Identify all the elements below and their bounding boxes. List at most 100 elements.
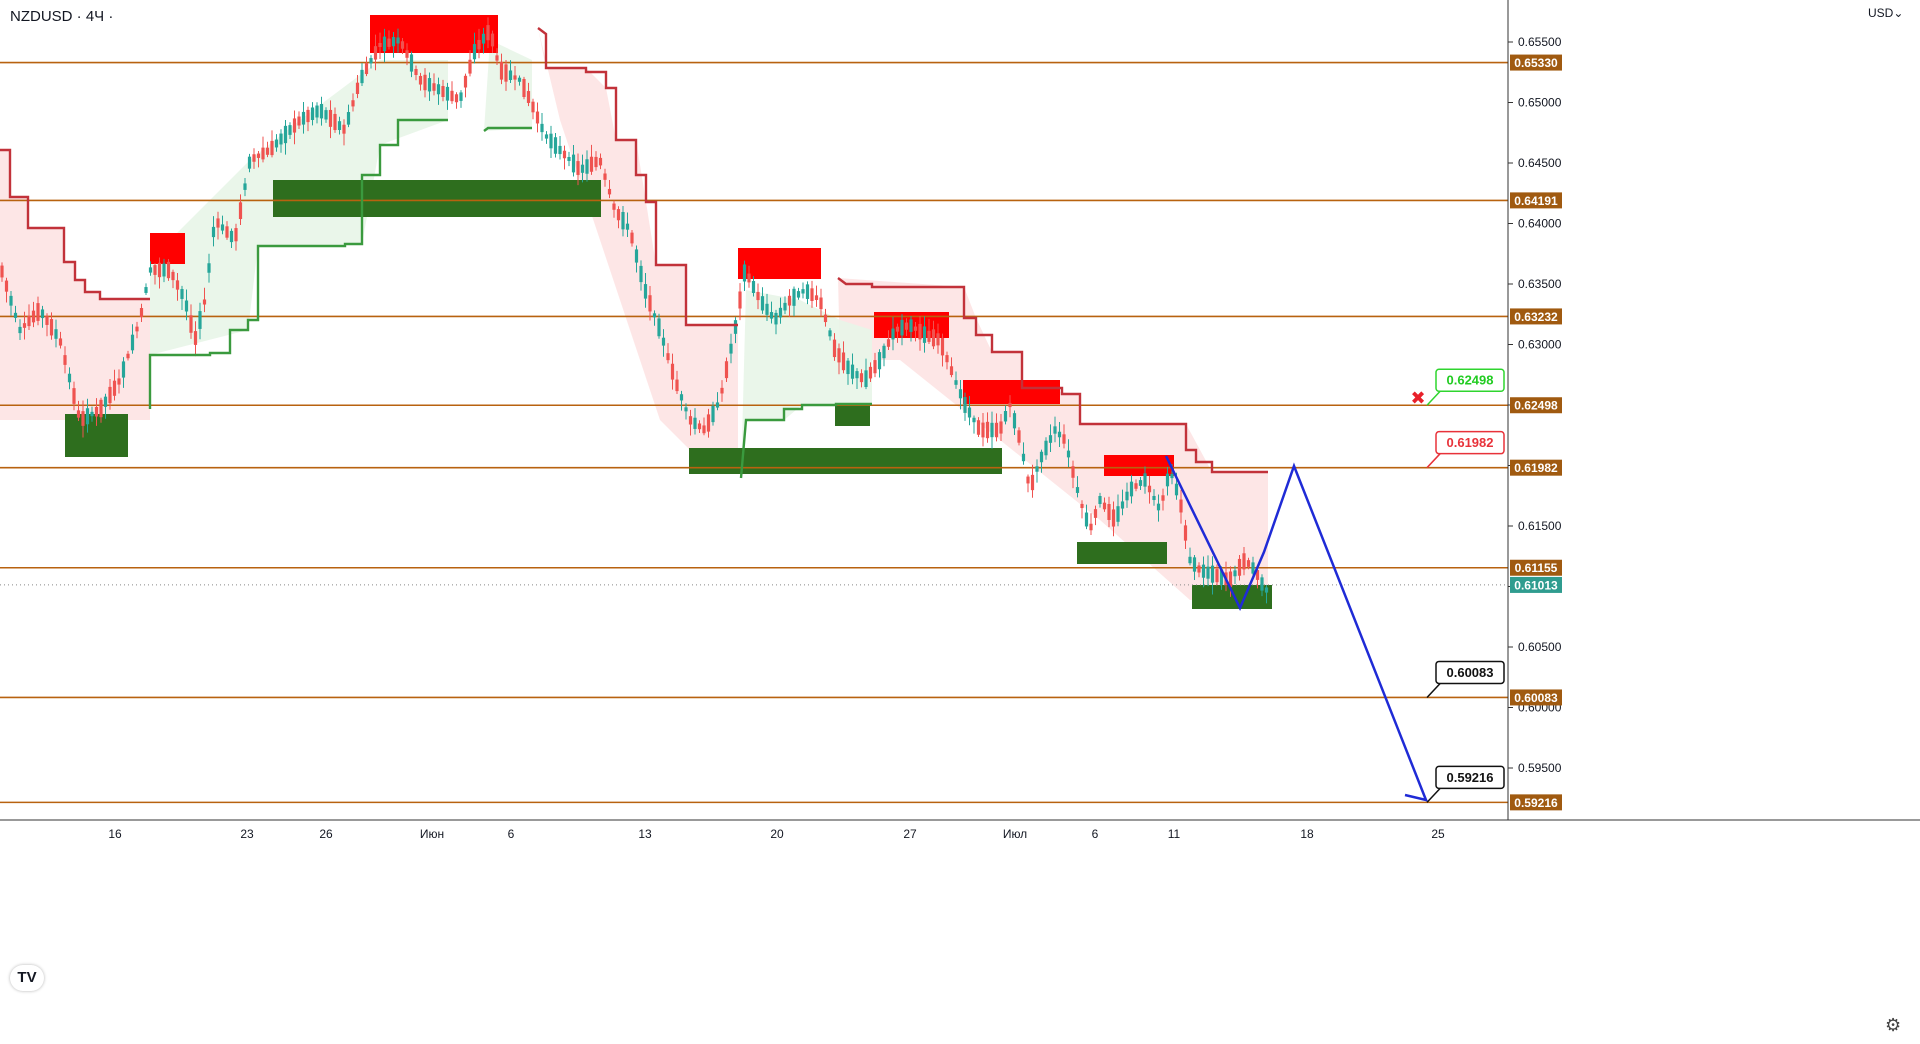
axis-price-tag[interactable] [1510,794,1562,811]
axis-price-tag-label: 0.61155 [1515,561,1558,575]
candle-body [459,92,463,101]
candle-body [1044,440,1048,456]
candle-body [139,308,144,317]
zone-red-6[interactable] [1104,455,1174,476]
band-shade [538,28,738,450]
candle-body [211,226,216,238]
candle-body [1008,402,1012,408]
candle-body [990,422,994,438]
candle-body [117,378,121,385]
candle-body [999,421,1003,434]
tradingview-logo-icon[interactable]: TV [10,965,44,991]
candle-body [949,366,954,376]
zone-green-12[interactable] [1192,585,1272,609]
candle-body [1075,487,1080,493]
axis-price-tag[interactable] [1510,689,1562,706]
candle-body [774,312,778,325]
candle-body [162,263,166,277]
zone-green-11[interactable] [1077,542,1167,564]
candle-body [360,69,364,84]
zone-red-3[interactable] [738,248,821,279]
callout-0.59216[interactable]: 0.59216 [1426,765,1505,803]
zone-green-9[interactable] [689,448,1002,474]
candle-body [994,422,999,438]
candle-body [747,273,751,283]
candle-body [301,111,306,125]
candle-body [751,281,756,293]
candle-body [342,124,346,134]
candle-body [720,387,724,394]
candle-body [373,46,378,60]
price-callouts: 0.62498 0.61982 0.60083 0.59216 ✖ [1410,368,1505,803]
candle-body [756,291,760,301]
candle-body [1138,480,1143,486]
candle-body [580,164,585,173]
candle-body [85,408,90,425]
candle-body [814,295,819,300]
candle-body [873,360,877,374]
candle-body [648,295,652,312]
candle-body [679,394,684,401]
candle-body [967,407,972,418]
candle-body [1143,473,1147,487]
axis-price-tag[interactable] [1510,54,1562,71]
callout-label: 0.60083 [1447,665,1494,680]
candle-body [594,156,598,168]
candle-body [675,379,679,392]
candle-body [1102,502,1107,510]
zone-green-10[interactable] [835,404,870,426]
candle-body [166,261,171,279]
candle-body [441,86,445,97]
callout-box [1435,368,1505,392]
candle-body [1080,503,1084,509]
axis-price-tag[interactable] [1510,576,1562,593]
zone-red-1[interactable] [370,15,498,53]
candle-body [40,309,45,319]
axis-price-tag[interactable] [1510,192,1562,209]
candle-body [103,396,108,407]
candle-body [1057,431,1062,438]
candle-body [841,352,846,371]
candle-body [112,380,117,396]
currency-select[interactable]: USD⌄ [1868,6,1904,20]
candle-body [405,50,409,58]
axis-price-tag[interactable] [1510,559,1562,576]
callout-0.61982[interactable]: 0.61982 [1426,430,1505,469]
candle-body [1201,564,1206,578]
candle-body [895,326,900,332]
axis-price-tag[interactable] [1510,459,1562,476]
zone-green-7[interactable] [273,180,601,217]
candle-body [526,91,531,103]
candle-body [1206,566,1210,579]
zone-red-5[interactable] [963,380,1060,404]
candle-body [378,42,382,48]
candle-body [436,84,441,95]
candle-body [810,288,814,302]
candle-body [729,343,733,354]
gear-icon[interactable]: ⚙ [1885,1015,1902,1035]
candle-body [706,414,711,432]
candle-body [1174,483,1179,496]
axis-price-tag[interactable] [1510,308,1562,325]
zone-red-2[interactable] [150,233,185,264]
candle-body [630,232,634,244]
forecast-line[interactable] [1164,455,1429,802]
callout-0.60083[interactable]: 0.60083 [1426,660,1505,698]
axis-price-tag-label: 0.59216 [1514,796,1558,810]
candle-body [886,339,891,347]
callout-0.62498[interactable]: 0.62498 [1426,368,1505,406]
axis-price-tag[interactable] [1510,397,1562,414]
candle-body [310,107,315,121]
candle-body [153,265,157,275]
candle-body [639,265,643,283]
candle-body [657,318,661,337]
symbol-title[interactable]: NZDUSD · 4Ч · [10,8,114,25]
candle-body [184,300,189,312]
candle-body [562,150,567,159]
y-tick-label: 0.61500 [1518,519,1562,533]
candle-body [972,417,976,423]
candle-body [135,326,139,332]
candle-body [837,348,841,363]
candle-body [445,86,450,101]
